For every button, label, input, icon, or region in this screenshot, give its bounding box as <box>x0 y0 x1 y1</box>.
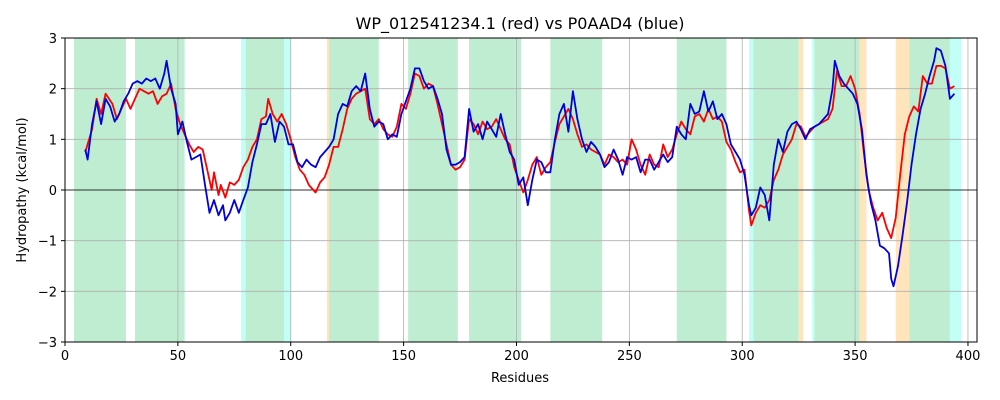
x-axis-label: Residues <box>491 371 549 386</box>
x-tick-label: 50 <box>170 349 187 364</box>
y-tick-label: −1 <box>38 235 57 250</box>
x-tick-label: 100 <box>278 349 303 364</box>
series-layer <box>84 47 956 288</box>
y-tick-label: 1 <box>49 133 57 148</box>
x-tick-label: 350 <box>843 349 868 364</box>
y-tick-label: −3 <box>38 336 57 351</box>
x-tick-label: 250 <box>617 349 642 364</box>
y-tick-label: 3 <box>49 32 57 47</box>
y-tick-label: 2 <box>49 83 57 98</box>
series-line-2 <box>84 47 956 288</box>
x-tick-label: 200 <box>504 349 529 364</box>
y-tick-label: 0 <box>49 184 57 199</box>
x-tick-label: 0 <box>61 349 69 364</box>
x-axis-ticks: 0 50 100 150 200 250 300 350 400 <box>61 342 981 364</box>
y-tick-label: −2 <box>38 285 57 300</box>
chart-title: WP_012541234.1 (red) vs P0AAD4 (blue) <box>356 14 685 34</box>
y-axis-label: Hydropathy (kcal/mol) <box>15 117 30 262</box>
y-axis-ticks: −3 −2 −1 0 1 2 3 <box>38 32 65 351</box>
x-tick-label: 150 <box>391 349 416 364</box>
x-tick-label: 300 <box>730 349 755 364</box>
x-tick-label: 400 <box>956 349 981 364</box>
